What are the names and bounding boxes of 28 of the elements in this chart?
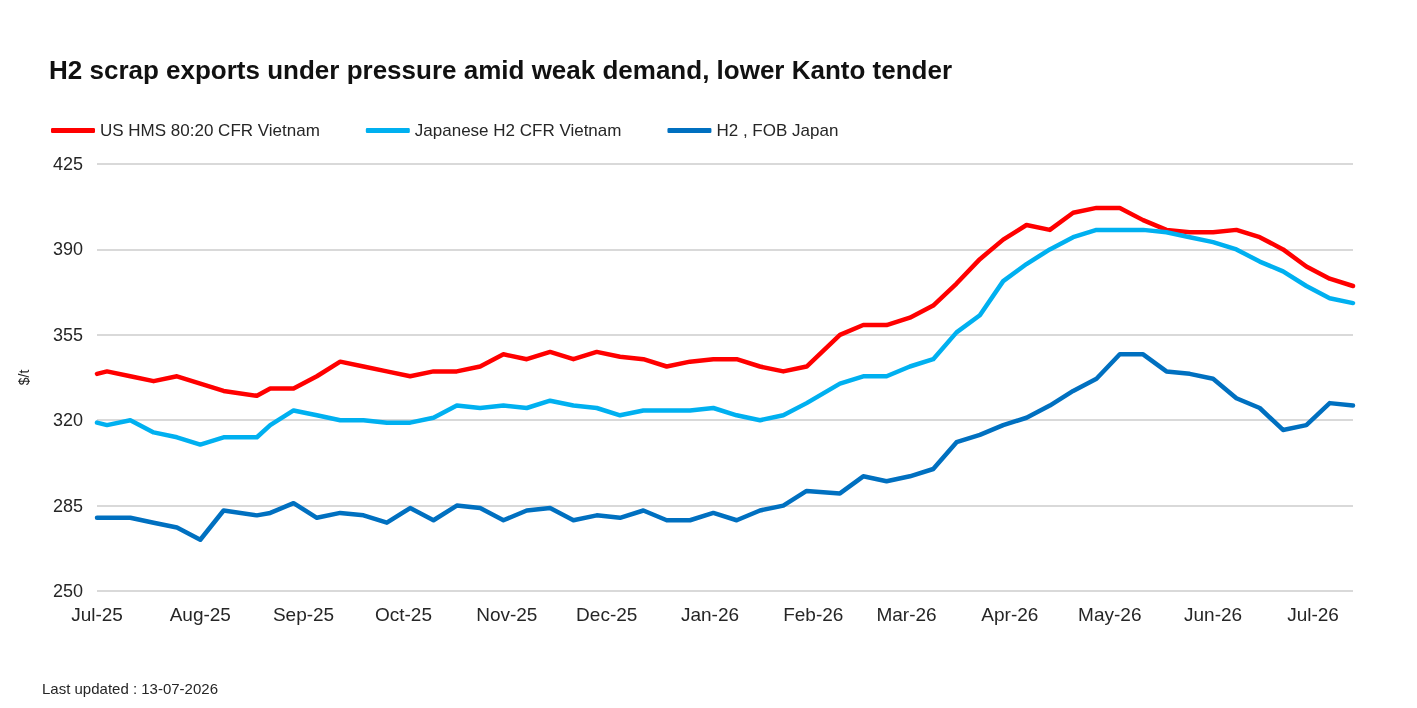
x-tick-label: Oct-25	[374, 604, 433, 625]
legend-label: H2 , FOB Japan	[716, 121, 839, 140]
x-tick-label: Feb-26	[783, 604, 844, 625]
line-series	[94, 205, 1356, 399]
chart-title: H2 scrap exports under pressure amid weak demand, lower Kanto tender	[49, 55, 953, 85]
line-series	[94, 227, 1356, 447]
y-tick-label: 390	[52, 239, 83, 260]
y-tick-label: 320	[52, 410, 83, 431]
y-tick-label: 250	[52, 581, 83, 601]
y-tick-label: 425	[52, 154, 83, 174]
x-tick-label: Mar-26	[876, 604, 937, 625]
y-tick-label: 355	[52, 324, 83, 345]
legend-label: US HMS 80:20 CFR Vietnam	[100, 121, 320, 140]
x-tick-label: Jul-26	[1287, 604, 1339, 625]
x-tick-label: Dec-25	[576, 604, 638, 625]
line-series	[94, 352, 1356, 543]
text: Last updated : 13-07-2026	[42, 680, 218, 697]
x-tick-label: Jan-26	[680, 604, 740, 625]
x-tick-label: Aug-25	[169, 604, 231, 625]
x-tick-label: Nov-25	[476, 604, 538, 625]
x-tick-label: Apr-26	[981, 604, 1039, 625]
x-tick-label: Jul-25	[71, 604, 123, 625]
x-tick-label: Sep-25	[272, 604, 335, 625]
x-tick-label: Jun-26	[1184, 604, 1243, 625]
y-tick-label: 285	[52, 495, 83, 516]
x-tick-label: May-26	[1078, 604, 1142, 625]
y-axis-title: $/t	[16, 369, 32, 386]
legend-label: Japanese H2 CFR Vietnam	[414, 121, 622, 140]
